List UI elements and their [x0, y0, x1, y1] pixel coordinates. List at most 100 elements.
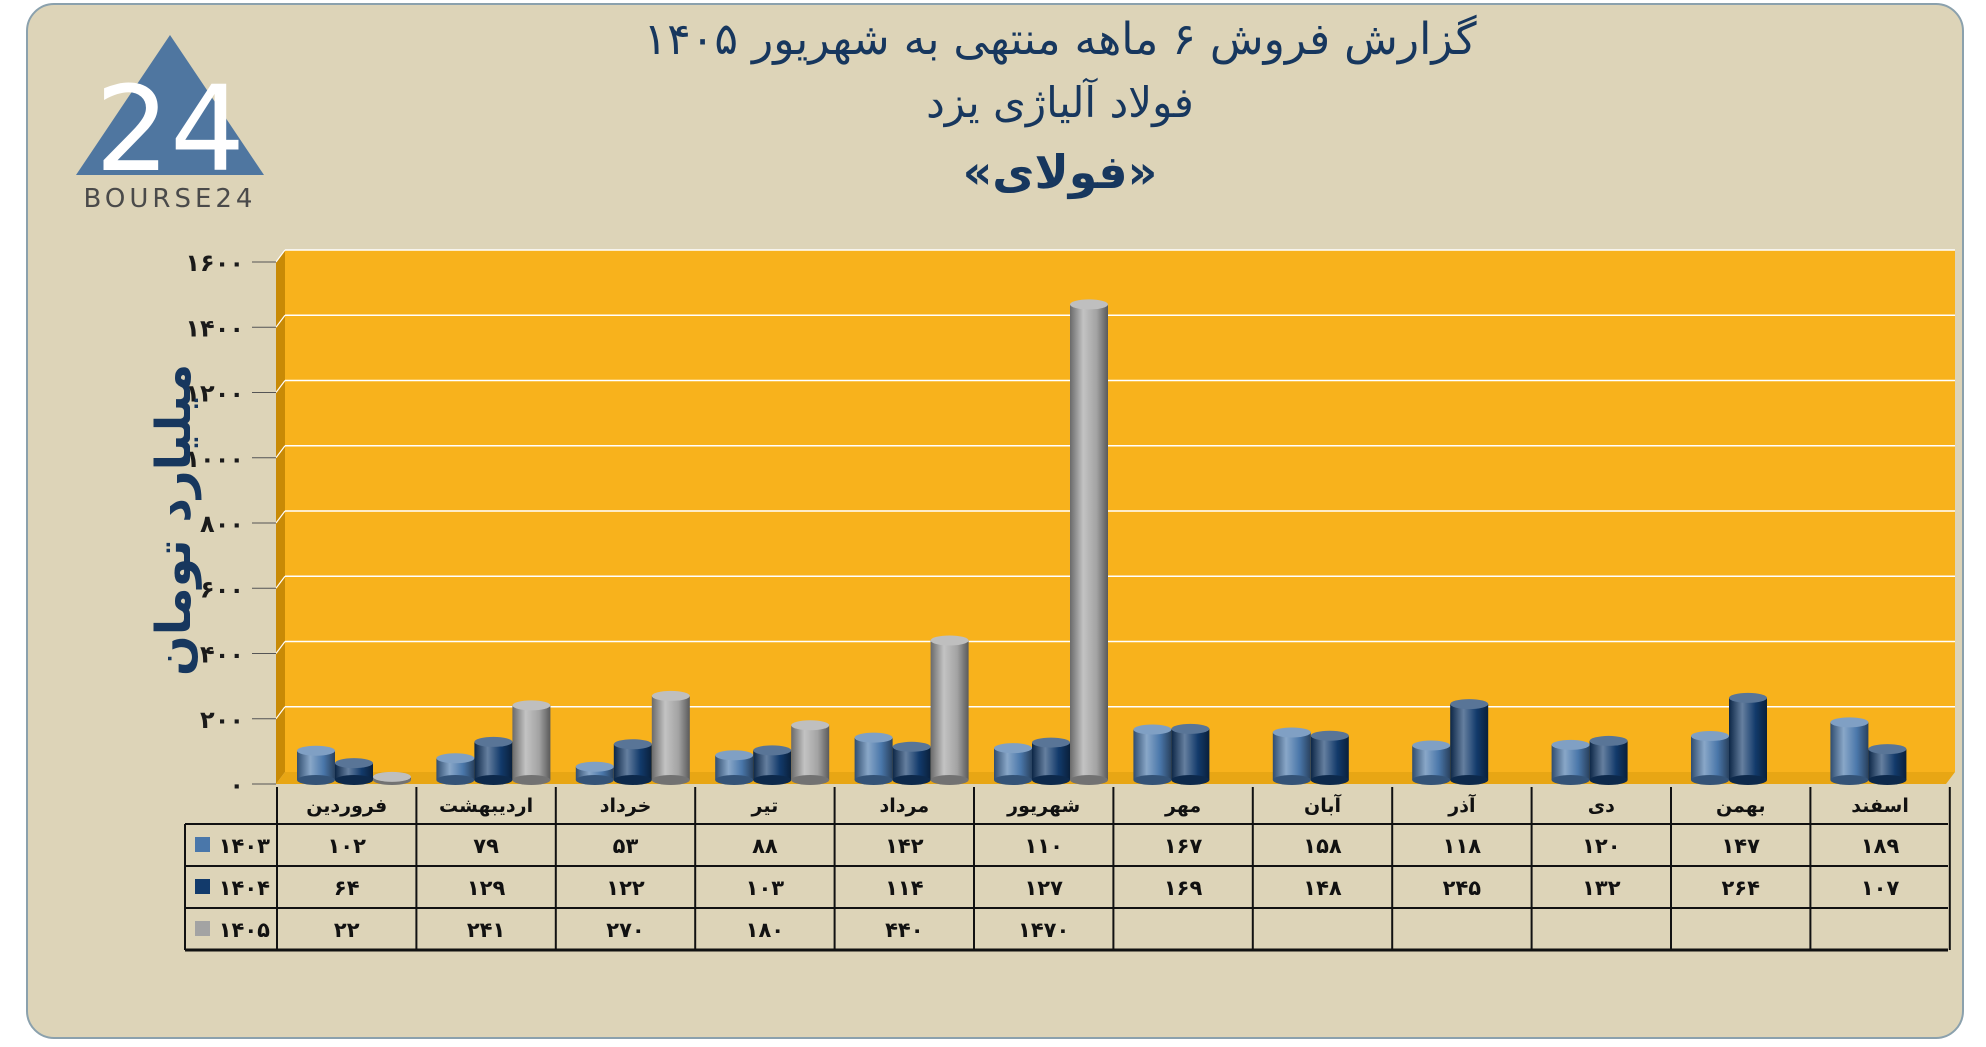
bar [753, 745, 792, 785]
legend-label: ۱۴۰۴ [219, 876, 270, 900]
bar-base [791, 775, 830, 785]
bar-base [854, 775, 893, 785]
bar [1589, 735, 1628, 785]
bar [1691, 731, 1729, 785]
bar-base [1589, 775, 1628, 785]
bar [613, 739, 652, 785]
x-tick-label: خرداد [600, 795, 652, 817]
bar-body [1551, 744, 1590, 780]
bar-body [1868, 749, 1907, 780]
bar [1310, 730, 1349, 785]
bar-base [1133, 775, 1172, 785]
bar-top [1310, 730, 1349, 741]
gridlines [275, 249, 1955, 720]
logo-mark: 24 [95, 60, 245, 198]
data-label: ۲۶۴ [1721, 876, 1760, 900]
data-label: ۱۲۲ [606, 876, 645, 900]
bar [994, 743, 1032, 785]
legend-label: ۱۴۰۵ [219, 918, 270, 942]
bar-top [1830, 717, 1869, 728]
bar-body [436, 758, 475, 780]
bar-base [1412, 775, 1451, 785]
bar-base [1310, 775, 1349, 785]
data-label: ۱۰۷ [1861, 876, 1900, 900]
data-label: ۷۹ [473, 834, 499, 858]
chart-subtitle: فولاد آلیاژی یزد [926, 78, 1194, 127]
bar-body [1310, 735, 1349, 780]
bar-base [1551, 775, 1590, 785]
bar-top [1691, 731, 1729, 742]
bar-top [474, 736, 513, 747]
bar-body [1691, 736, 1729, 780]
x-tick-label: بهمن [1716, 795, 1766, 817]
bar-top [297, 745, 335, 756]
bar [854, 732, 893, 785]
plot-floor [276, 772, 1955, 784]
x-tick-label: آذر [1447, 793, 1476, 817]
bar-body [854, 737, 893, 780]
bar [1830, 717, 1869, 785]
bar [651, 690, 690, 785]
data-label: ۱۱۴ [885, 876, 924, 900]
bar-base [297, 775, 335, 785]
bar-base [1830, 775, 1869, 785]
bar [335, 758, 373, 785]
bar-base [753, 775, 792, 785]
bar [1133, 724, 1172, 785]
y-tick-label: ۱۰۰۰ [185, 445, 244, 473]
bar-base [474, 775, 513, 785]
bar-body [1412, 745, 1451, 780]
data-label: ۱۴۷ [1721, 834, 1760, 858]
bar [1032, 737, 1070, 785]
bar [892, 741, 931, 785]
legend-key [195, 837, 210, 852]
data-label: ۱۸۰ [746, 918, 784, 942]
bar [1868, 744, 1907, 785]
bar-top [335, 758, 373, 769]
bar-base [651, 775, 690, 785]
bar-body [613, 744, 652, 780]
bar-top [373, 771, 411, 782]
bar-top [994, 743, 1032, 754]
bar-top [1171, 723, 1210, 734]
y-tick-label: ۱۴۰۰ [185, 314, 244, 342]
data-label: ۸۸ [752, 834, 778, 858]
bar-top [1589, 735, 1628, 746]
y-tick-label: ۸۰۰ [200, 510, 244, 538]
gridline-side [275, 249, 286, 263]
bar-top [1032, 737, 1070, 748]
bar-base [613, 775, 652, 785]
bar-base [1070, 775, 1108, 785]
bar-body [1450, 704, 1489, 780]
bar-top [1729, 692, 1767, 703]
data-label: ۱۲۷ [1024, 876, 1063, 900]
bar-body [1133, 729, 1172, 780]
bar-base [715, 775, 754, 785]
bar-top [892, 741, 931, 752]
data-label: ۱۸۹ [1861, 834, 1900, 858]
bar-top [791, 720, 830, 731]
legend-key [195, 921, 210, 936]
x-tick-label: اردیبهشت [439, 795, 533, 817]
data-label: ۱۰۳ [746, 876, 785, 900]
x-tick-label: شهریور [1006, 795, 1080, 817]
x-tick-label: تیر [751, 795, 779, 817]
bar-body [791, 725, 830, 780]
bar-base [1868, 775, 1907, 785]
bars [297, 299, 1907, 785]
y-tick-label: ۲۰۰ [200, 706, 244, 734]
gridline-side [275, 575, 286, 589]
data-label: ۲۷۰ [606, 918, 644, 942]
bar [474, 736, 513, 785]
bar [715, 750, 754, 785]
y-tick-label: ۴۰۰ [200, 641, 244, 669]
bar-base [1171, 775, 1210, 785]
bar [930, 635, 969, 785]
data-label: ۱۱۰ [1024, 834, 1062, 858]
bar-top [1412, 740, 1451, 751]
bar [1070, 299, 1108, 785]
x-tick-label: آبان [1304, 793, 1341, 817]
gridline-side [275, 314, 286, 328]
bar-top [1070, 299, 1108, 310]
